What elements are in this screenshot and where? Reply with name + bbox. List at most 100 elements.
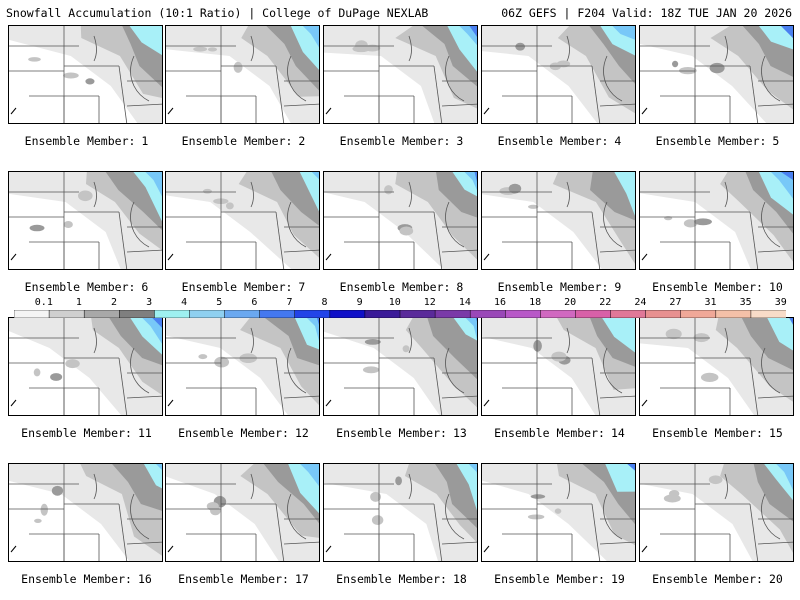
snowfall-map-svg bbox=[9, 318, 162, 415]
member-label-text: Ensemble Member: bbox=[497, 134, 609, 148]
colorbar-tick-label: 22 bbox=[599, 297, 612, 308]
member-number: 15 bbox=[768, 426, 783, 440]
member-label-text: Ensemble Member: bbox=[655, 134, 767, 148]
state-boundary-line bbox=[757, 541, 793, 545]
colorbar-segment bbox=[610, 310, 647, 318]
snow-spot bbox=[233, 61, 243, 73]
member-label-text: Ensemble Member: bbox=[336, 572, 447, 586]
coastline-mark bbox=[167, 545, 174, 553]
state-boundary-line bbox=[130, 201, 150, 248]
colorbar-segment bbox=[259, 310, 296, 318]
colorbar-segment bbox=[83, 310, 121, 318]
snow-cyan-region bbox=[453, 318, 477, 341]
member-number: 2 bbox=[298, 134, 306, 148]
member-label-text: Ensemble Member: bbox=[494, 426, 605, 440]
snow-spot bbox=[527, 514, 545, 520]
snow-spot bbox=[77, 190, 93, 202]
state-boundary-line bbox=[566, 35, 570, 62]
member-label-text: Ensemble Member: bbox=[339, 134, 451, 148]
ensemble-member-map bbox=[481, 171, 636, 270]
snow-spot bbox=[693, 333, 710, 343]
snow-spot bbox=[508, 183, 522, 194]
snow-cyan-region bbox=[447, 26, 477, 72]
ensemble-member-label: Ensemble Member: 12 bbox=[165, 426, 322, 440]
ensemble-member-label: Ensemble Member: 9 bbox=[481, 280, 638, 294]
snow-spot bbox=[672, 60, 679, 68]
state-boundary-line bbox=[433, 65, 443, 123]
colorbar-segment bbox=[399, 310, 436, 318]
snow-spot bbox=[395, 476, 402, 486]
snow-spot bbox=[370, 491, 381, 502]
snowfall-map-svg bbox=[324, 172, 477, 269]
state-boundary-line bbox=[724, 35, 728, 62]
state-boundary-line bbox=[130, 55, 150, 102]
coastline-mark bbox=[483, 399, 490, 407]
snow-cyan-region bbox=[299, 172, 319, 212]
state-boundary-line bbox=[118, 357, 128, 415]
member-label-text: Ensemble Member: bbox=[178, 426, 289, 440]
state-boundary-line bbox=[603, 201, 623, 248]
state-boundary-line bbox=[287, 493, 307, 540]
snow-lightblue-region bbox=[468, 464, 477, 474]
snow-lightblue-region bbox=[155, 464, 162, 471]
ensemble-member-map bbox=[323, 317, 478, 416]
ensemble-member-map bbox=[165, 463, 320, 562]
state-boundary-line bbox=[118, 211, 128, 269]
colorbar-tick-label: 1 bbox=[75, 297, 82, 308]
snow-cyan-region bbox=[614, 172, 635, 216]
snowfall-map-svg bbox=[166, 464, 319, 561]
coastline-mark bbox=[641, 107, 648, 115]
snowfall-colorbar bbox=[14, 310, 786, 318]
snowfall-map-svg bbox=[166, 172, 319, 269]
ensemble-member-label: Ensemble Member: 6 bbox=[8, 280, 165, 294]
ensemble-member-map bbox=[639, 25, 794, 124]
snowfall-map-svg bbox=[640, 26, 793, 123]
snow-spot bbox=[28, 57, 41, 62]
colorbar-tick-label: 3 bbox=[146, 297, 153, 308]
snow-spot bbox=[515, 42, 526, 51]
state-boundary-line bbox=[566, 473, 570, 500]
state-boundary-line bbox=[126, 395, 162, 399]
state-boundary-line bbox=[445, 347, 465, 394]
state-boundary-line bbox=[287, 201, 307, 248]
snow-spot bbox=[362, 366, 380, 374]
member-label-text: Ensemble Member: bbox=[336, 426, 447, 440]
member-number: 18 bbox=[452, 572, 467, 586]
state-boundary-line bbox=[599, 541, 635, 545]
colorbar-tick-label: 6 bbox=[251, 297, 258, 308]
coastline-mark bbox=[10, 545, 17, 553]
member-number: 17 bbox=[294, 572, 309, 586]
state-boundary-line bbox=[126, 103, 162, 107]
state-boundary-line bbox=[566, 327, 570, 354]
colorbar-tick-label: 35 bbox=[739, 297, 752, 308]
colorbar-tick-label: 24 bbox=[634, 297, 647, 308]
state-boundary-line bbox=[283, 395, 319, 399]
colorbar-segment bbox=[119, 310, 156, 318]
state-boundary-line bbox=[761, 493, 781, 540]
state-boundary-line bbox=[591, 65, 601, 123]
state-boundary-line bbox=[283, 249, 319, 253]
snow-cyan-region bbox=[294, 318, 319, 350]
snow-spot bbox=[225, 202, 234, 210]
member-number: 14 bbox=[610, 426, 625, 440]
snow-spot bbox=[193, 46, 208, 52]
snowfall-map-svg bbox=[640, 318, 793, 415]
colorbar-tick-label: 10 bbox=[388, 297, 401, 308]
ensemble-member-map bbox=[323, 463, 478, 562]
ensemble-member-label: Ensemble Member: 11 bbox=[8, 426, 165, 440]
colorbar-tick-label: 2 bbox=[110, 297, 118, 308]
coastline-mark bbox=[641, 399, 648, 407]
state-boundary-line bbox=[603, 347, 623, 394]
state-boundary-line bbox=[275, 357, 285, 415]
snow-spot bbox=[33, 368, 41, 377]
snow-cyan-region bbox=[129, 26, 162, 56]
colorbar-segment bbox=[540, 310, 577, 318]
snow-spot bbox=[371, 515, 384, 526]
state-boundary-line bbox=[603, 493, 623, 540]
coastline-mark bbox=[167, 399, 174, 407]
snow-spot bbox=[40, 503, 48, 516]
member-number: 4 bbox=[614, 134, 622, 148]
ensemble-member-map bbox=[639, 463, 794, 562]
snow-spot bbox=[709, 62, 725, 74]
snow-spot bbox=[214, 356, 230, 368]
